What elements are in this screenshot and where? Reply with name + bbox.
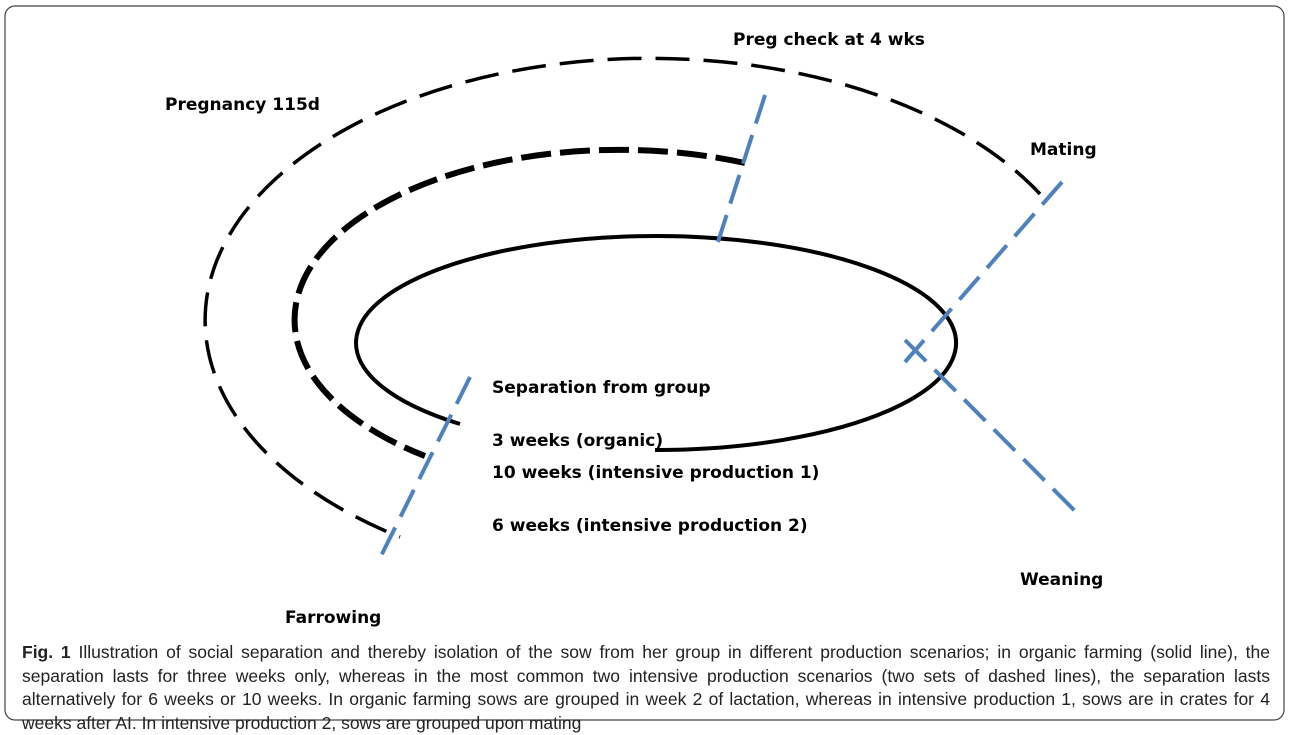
label: Mating bbox=[1030, 140, 1097, 160]
label: 6 weeks (intensive production 2) bbox=[492, 516, 808, 536]
label: Preg check at 4 wks bbox=[733, 30, 925, 50]
intensive-2-arc bbox=[203, 56, 1042, 539]
farrowing-line bbox=[376, 376, 472, 563]
caption-label: Fig. 1 bbox=[22, 642, 71, 662]
preg-check-line bbox=[716, 94, 767, 243]
caption-text: Illustration of social separation and th… bbox=[22, 642, 1270, 733]
organic-arc bbox=[354, 234, 959, 453]
label: 3 weeks (organic) bbox=[492, 431, 663, 451]
caption: Fig. 1 Illustration of social separation… bbox=[22, 641, 1270, 735]
frame bbox=[4, 5, 1285, 721]
weaning-line bbox=[903, 338, 1078, 514]
label: Pregnancy 115d bbox=[165, 95, 320, 115]
label: Farrowing bbox=[285, 608, 381, 628]
label: Weaning bbox=[1020, 570, 1103, 590]
label: 10 weeks (intensive production 1) bbox=[492, 463, 819, 483]
label: Separation from group bbox=[492, 378, 711, 398]
intensive-1-arc bbox=[291, 146, 746, 459]
markers bbox=[376, 94, 1078, 563]
mating-line bbox=[903, 180, 1064, 364]
